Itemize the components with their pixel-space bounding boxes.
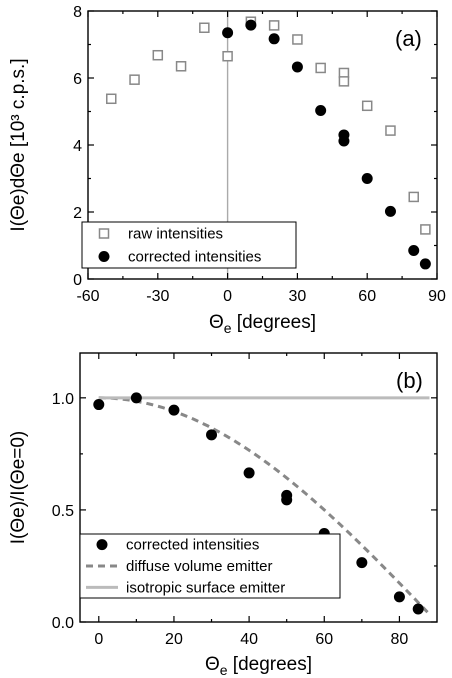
panel-b-y-axis-label: I(Θe)/I(Θe=0) <box>8 431 29 545</box>
raw-intensity-point <box>199 22 210 33</box>
corrected-intensity-point <box>408 245 420 257</box>
corrected-intensity-point <box>338 135 350 147</box>
legend-symbol-corrected <box>98 251 110 262</box>
panel-b-model-lines <box>98 396 431 616</box>
corrected-intensity-point <box>291 61 303 73</box>
legend-box <box>81 221 297 269</box>
corrected-intensity-point <box>243 467 255 479</box>
panel-a-x-ticks: -60 -30 0 30 60 90 <box>76 11 446 305</box>
corrected-intensity-point <box>315 104 327 116</box>
corrected-intensity-point <box>281 494 293 506</box>
raw-intensity-point <box>420 224 431 235</box>
y-tick-label: 8 <box>73 4 82 21</box>
panel-b-legend: corrected intensities diffuse volume emit… <box>79 533 341 599</box>
panel-b: 0 20 40 60 80 0.0 0.5 1.0 (b) corrected intens… <box>8 352 438 678</box>
x-tick-label: 0 <box>94 631 103 648</box>
panel-a-data-points <box>106 16 431 270</box>
corrected-intensity-point <box>419 258 431 270</box>
corrected-intensity-point <box>361 173 373 184</box>
raw-intensity-point <box>222 50 233 62</box>
panel-a: -60 -30 0 30 60 90 0 2 4 6 8 (a) raw intensities c… <box>8 4 446 336</box>
panel-b-x-axis-label-main: Θ <box>205 654 220 675</box>
panel-a-x-axis-label-rest: [degrees] <box>232 312 317 333</box>
legend-entry-label: corrected intensities <box>126 537 259 554</box>
x-tick-label: 40 <box>240 631 258 648</box>
raw-intensity-point <box>385 125 396 136</box>
y-tick-label: 4 <box>73 138 82 155</box>
panel-a-legend: raw intensities corrected intensities <box>81 221 297 269</box>
y-tick-label: 0.0 <box>52 615 74 632</box>
panel-b-x-axis-label-rest: [degrees] <box>228 654 313 675</box>
y-tick-label: 2 <box>73 205 82 222</box>
panel-b-y-ticks: 0.0 0.5 1.0 <box>52 391 437 632</box>
corrected-intensity-point <box>206 429 218 441</box>
y-tick-label: 0.5 <box>52 503 74 520</box>
panel-a-x-axis-label: Θe [degrees] <box>209 312 316 336</box>
x-tick-label: 20 <box>165 631 183 648</box>
corrected-intensity-point <box>168 404 180 416</box>
x-tick-label: 80 <box>391 631 409 648</box>
raw-intensity-point <box>152 49 164 61</box>
corrected-intensity-point <box>384 205 396 217</box>
x-tick-label: 90 <box>428 288 446 305</box>
raw-intensity-point <box>129 74 140 85</box>
corrected-intensity-point <box>412 603 424 615</box>
panel-b-x-axis-label: Θe [degrees] <box>205 654 312 678</box>
x-tick-label: -30 <box>146 288 169 305</box>
panel-b-data-points <box>93 392 424 615</box>
corrected-intensity-point <box>356 557 368 569</box>
diffuse-volume-emitter-line <box>98 396 431 616</box>
raw-intensity-point <box>106 93 117 105</box>
legend-symbol-raw <box>98 228 110 239</box>
legend-entry-label: isotropic surface emitter <box>126 579 285 596</box>
x-tick-label: 60 <box>315 631 333 648</box>
legend-entry-label: corrected intensities <box>128 249 261 266</box>
raw-intensity-point <box>361 100 373 112</box>
corrected-intensity-point <box>245 19 257 31</box>
panel-a-x-axis-label-sub: e <box>224 320 232 336</box>
corrected-intensity-point <box>93 399 105 411</box>
panel-a-y-axis-label: I(Θe)dΘe [10³ c.p.s.] <box>8 58 29 231</box>
raw-intensity-point <box>292 34 303 45</box>
panel-a-label: (a) <box>395 26 422 51</box>
panel-b-plot-frame <box>79 352 438 623</box>
y-tick-label: 6 <box>73 71 82 88</box>
raw-intensity-point <box>175 61 187 72</box>
y-tick-label: 1.0 <box>52 391 74 408</box>
panel-b-label: (b) <box>396 368 423 393</box>
panel-a-x-axis-label-main: Θ <box>209 312 224 333</box>
corrected-intensity-point <box>393 591 405 603</box>
corrected-intensity-point <box>268 33 280 45</box>
legend-entry-label: raw intensities <box>128 226 223 243</box>
panel-a-y-ticks: 0 2 4 6 8 <box>73 4 437 289</box>
panel-b-x-ticks: 0 20 40 60 80 <box>94 353 408 648</box>
legend-entry-label: diffuse volume emitter <box>126 558 272 575</box>
legend-symbol-corrected <box>96 539 108 551</box>
raw-intensity-point <box>268 20 280 31</box>
panel-b-x-axis-label-sub: e <box>220 662 228 678</box>
x-tick-label: 60 <box>358 288 376 305</box>
raw-intensity-point <box>408 191 419 203</box>
corrected-intensity-point <box>130 392 142 404</box>
x-tick-label: 30 <box>289 288 307 305</box>
x-tick-label: 0 <box>223 288 232 305</box>
raw-intensity-point <box>315 62 326 74</box>
corrected-intensity-point <box>222 27 234 39</box>
y-tick-label: 0 <box>73 272 82 289</box>
x-tick-label: -60 <box>76 288 99 305</box>
legend-box <box>79 533 341 599</box>
raw-intensity-point <box>338 76 350 87</box>
